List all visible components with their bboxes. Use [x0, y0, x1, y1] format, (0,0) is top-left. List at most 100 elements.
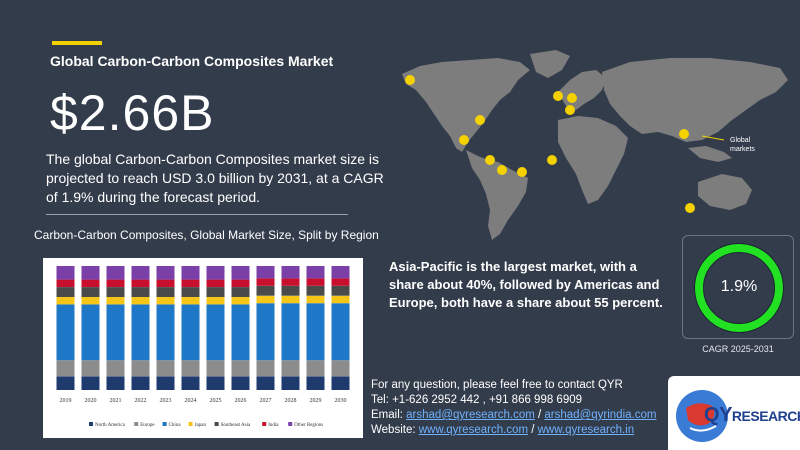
- bar-segment-2028-0: [281, 376, 300, 390]
- divider: [46, 214, 348, 215]
- contact-website-row: Website: www.qyresearch.com / www.qyrese…: [371, 423, 656, 438]
- legend-label: Europe: [140, 423, 155, 428]
- bar-segment-2020-2: [81, 304, 100, 361]
- bar-segment-2025-1: [206, 360, 225, 377]
- bar-segment-2026-2: [231, 304, 250, 361]
- bar-segment-2024-2: [181, 304, 200, 361]
- bar-segment-2029-3: [306, 295, 325, 304]
- legend-label: North America: [95, 423, 126, 428]
- x-tick-label: 2024: [185, 398, 197, 404]
- logo-q: Q: [704, 404, 720, 426]
- logo-y: Y: [719, 404, 732, 426]
- bar-segment-2020-5: [81, 279, 100, 287]
- bar-segment-2021-2: [106, 304, 125, 361]
- bar-segment-2023-3: [156, 297, 175, 305]
- bar-segment-2019-5: [56, 279, 75, 287]
- southeast-asia-shape: [688, 146, 732, 162]
- north-america-shape: [402, 58, 530, 152]
- website-link-1[interactable]: www.qyresearch.com: [418, 424, 529, 436]
- bar-segment-2023-0: [156, 376, 175, 390]
- x-tick-label: 2028: [285, 398, 297, 404]
- marker-south-europe: [565, 105, 575, 115]
- x-tick-label: 2019: [60, 398, 72, 404]
- bar-segment-2030-3: [331, 295, 350, 304]
- marker-alaska: [405, 75, 415, 85]
- market-markers: [405, 75, 695, 213]
- chart-title: Carbon-Carbon Composites, Global Market …: [34, 228, 379, 242]
- bar-segment-2023-4: [156, 287, 175, 297]
- bar-segment-2030-2: [331, 303, 350, 361]
- email-link-1[interactable]: arshad@qyresearch.com: [406, 409, 535, 421]
- south-america-shape: [466, 150, 528, 240]
- contact-block: For any question, please feel free to co…: [371, 378, 656, 438]
- global-markets-label: Global markets: [730, 137, 755, 153]
- bar-segment-2020-3: [81, 297, 100, 305]
- region-insight: Asia-Pacific is the largest market, with…: [389, 259, 663, 310]
- email-prefix: Email:: [371, 409, 407, 421]
- x-tick-label: 2027: [260, 398, 272, 404]
- x-tick-label: 2021: [110, 398, 122, 404]
- europe-shape: [558, 70, 606, 110]
- bar-segment-2025-3: [206, 297, 225, 305]
- bar-segment-2019-6: [56, 266, 75, 280]
- continents: [402, 50, 788, 240]
- bar-segment-2025-0: [206, 376, 225, 390]
- bar-segment-2028-1: [281, 360, 300, 377]
- legend-label: India: [268, 423, 279, 428]
- bar-segment-2030-4: [331, 285, 350, 296]
- bar-segment-2022-1: [131, 360, 150, 377]
- marker-brazil: [517, 167, 527, 177]
- website-separator: /: [528, 424, 538, 436]
- bar-segment-2029-4: [306, 285, 325, 296]
- africa-shape: [558, 116, 628, 204]
- global-pointer: [701, 135, 725, 141]
- bar-segment-2022-4: [131, 287, 150, 297]
- bar-segment-2027-1: [256, 360, 275, 377]
- contact-tel: Tel: +1-626 2952 442 , +91 866 998 6909: [371, 394, 583, 406]
- legend-swatch: [134, 422, 139, 426]
- cagr-donut: 1.9%: [682, 235, 794, 339]
- market-summary: The global Carbon-Carbon Composites mark…: [46, 151, 384, 205]
- bar-segment-2027-6: [256, 266, 275, 279]
- email-link-2[interactable]: arshad@qyrindia.com: [544, 409, 657, 421]
- bar-segment-2029-5: [306, 278, 325, 286]
- bar-segment-2020-6: [81, 266, 100, 280]
- bar-segment-2022-5: [131, 279, 150, 287]
- globe-icon: [676, 390, 728, 442]
- bar-segment-2023-1: [156, 360, 175, 377]
- bar-segment-2024-3: [181, 297, 200, 305]
- bar-segment-2028-3: [281, 295, 300, 304]
- bar-segment-2027-2: [256, 303, 275, 361]
- bar-segment-2025-6: [206, 266, 225, 280]
- bar-segment-2019-1: [56, 360, 75, 377]
- cagr-value: 1.9%: [720, 278, 758, 295]
- website-link-2[interactable]: www.qyresearch.in: [537, 424, 635, 436]
- bar-segment-2025-4: [206, 287, 225, 297]
- contact-email-row: Email: arshad@qyresearch.com / arshad@qy…: [371, 408, 656, 423]
- x-tick-label: 2023: [160, 398, 172, 404]
- bar-segment-2028-5: [281, 278, 300, 286]
- bar-segment-2019-4: [56, 287, 75, 297]
- bar-segment-2026-1: [231, 360, 250, 377]
- bar-segment-2022-6: [131, 266, 150, 280]
- bar-segment-2022-0: [131, 376, 150, 390]
- bar-segment-2029-1: [306, 360, 325, 377]
- page-title: Global Carbon-Carbon Composites Market: [50, 53, 334, 69]
- legend-label: China: [169, 423, 182, 428]
- bar-segment-2021-6: [106, 266, 125, 280]
- marker-south-america: [497, 165, 507, 175]
- bar-segment-2023-2: [156, 304, 175, 361]
- x-tick-label: 2020: [85, 398, 97, 404]
- bar-segment-2021-5: [106, 279, 125, 287]
- greenland-shape: [530, 50, 570, 78]
- legend-swatch: [188, 422, 193, 426]
- world-map: [380, 44, 800, 244]
- bar-segment-2027-4: [256, 285, 275, 296]
- bar-segment-2026-0: [231, 376, 250, 390]
- bar-segment-2024-4: [181, 287, 200, 297]
- x-tick-label: 2022: [135, 398, 147, 404]
- bar-segment-2030-5: [331, 278, 350, 286]
- accent-bar: [52, 41, 102, 45]
- bar-segment-2024-0: [181, 376, 200, 390]
- qyr-logo: QYRESEARCH: [668, 376, 800, 450]
